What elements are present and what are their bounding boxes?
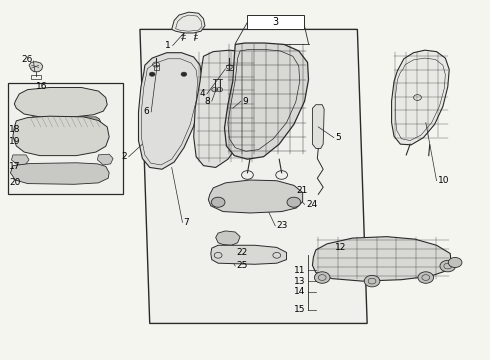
Text: 22: 22 <box>236 248 247 257</box>
Text: 16: 16 <box>36 82 48 91</box>
Polygon shape <box>29 62 43 72</box>
Text: 3: 3 <box>272 17 279 27</box>
Circle shape <box>440 260 456 272</box>
Circle shape <box>287 197 301 207</box>
Polygon shape <box>98 154 113 165</box>
Polygon shape <box>10 163 109 184</box>
Text: 8: 8 <box>204 96 210 105</box>
Circle shape <box>448 257 462 267</box>
Polygon shape <box>313 105 324 148</box>
Bar <box>8 83 123 194</box>
Text: 15: 15 <box>294 305 305 314</box>
Text: 17: 17 <box>9 162 20 171</box>
Polygon shape <box>27 117 101 127</box>
Polygon shape <box>224 43 309 159</box>
Text: 11: 11 <box>294 266 305 275</box>
Text: 20: 20 <box>9 178 20 187</box>
Text: 5: 5 <box>335 133 341 142</box>
Polygon shape <box>11 155 29 165</box>
Polygon shape <box>208 180 303 213</box>
Text: 13: 13 <box>294 276 305 285</box>
Text: 23: 23 <box>277 221 288 230</box>
Polygon shape <box>13 116 109 156</box>
Text: 1: 1 <box>165 41 171 50</box>
Circle shape <box>418 272 434 283</box>
Circle shape <box>315 272 330 283</box>
Text: 4: 4 <box>199 89 205 98</box>
Polygon shape <box>140 30 367 323</box>
Text: 2: 2 <box>121 152 127 161</box>
Text: 24: 24 <box>306 200 318 209</box>
Circle shape <box>364 275 380 287</box>
Text: 14: 14 <box>294 287 305 296</box>
Text: 6: 6 <box>144 107 149 116</box>
Text: 26: 26 <box>21 55 32 64</box>
Text: 9: 9 <box>242 96 248 105</box>
Circle shape <box>211 197 225 207</box>
Polygon shape <box>194 50 259 167</box>
Polygon shape <box>14 87 107 117</box>
Text: 19: 19 <box>9 137 20 146</box>
Text: 18: 18 <box>9 125 20 134</box>
Polygon shape <box>216 231 240 245</box>
Text: 10: 10 <box>438 176 449 185</box>
Bar <box>247 15 304 30</box>
Text: 12: 12 <box>335 243 347 252</box>
Polygon shape <box>313 237 451 281</box>
Polygon shape <box>139 53 202 169</box>
Text: 25: 25 <box>236 261 247 270</box>
Polygon shape <box>392 50 449 145</box>
Circle shape <box>149 72 155 76</box>
Text: 7: 7 <box>183 218 189 227</box>
Text: 21: 21 <box>296 185 308 194</box>
Polygon shape <box>211 245 287 264</box>
Circle shape <box>181 72 187 76</box>
Polygon shape <box>172 12 205 33</box>
